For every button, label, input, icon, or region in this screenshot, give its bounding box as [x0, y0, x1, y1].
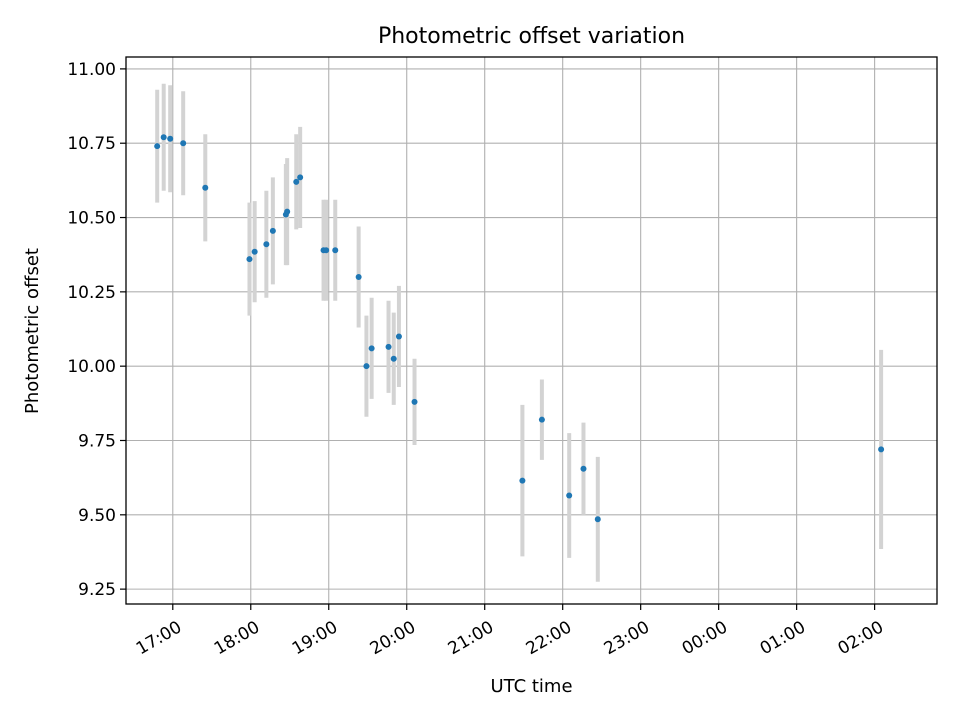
data-point: [355, 273, 362, 280]
data-point: [251, 248, 258, 255]
y-tick-label: 10.00: [67, 357, 116, 377]
y-tick-label: 10.75: [67, 134, 116, 154]
y-tick-label: 9.25: [78, 580, 116, 600]
data-point: [519, 477, 526, 484]
y-tick-label: 10.50: [67, 209, 116, 229]
grid: [126, 57, 937, 604]
data-point: [284, 208, 291, 215]
data-point: [390, 355, 397, 362]
data-point: [263, 241, 270, 248]
data-point: [538, 416, 545, 423]
y-axis-ticks: 9.25 9.50 9.75 10.00 10.25 10.50 10.75 11.00: [67, 60, 126, 600]
x-axis-label: UTC time: [490, 676, 572, 697]
data-point: [246, 256, 253, 263]
data-point: [566, 492, 573, 499]
data-point: [332, 247, 339, 254]
data-point: [580, 465, 587, 472]
data-point: [323, 247, 330, 254]
data-point: [160, 134, 167, 141]
data-point: [878, 446, 885, 453]
y-tick-label: 11.00: [67, 60, 116, 80]
data-point: [297, 174, 304, 181]
data-point: [167, 135, 174, 142]
data-point: [154, 143, 161, 150]
data-points: [154, 134, 885, 523]
y-axis-label: Photometric offset: [22, 248, 43, 414]
y-tick-label: 10.25: [67, 283, 116, 303]
y-tick-label: 9.50: [78, 506, 116, 526]
data-point: [385, 343, 392, 350]
data-point: [269, 227, 276, 234]
data-point: [411, 398, 418, 405]
chart-title: Photometric offset variation: [378, 24, 685, 49]
data-point: [395, 333, 402, 340]
data-point: [202, 184, 209, 191]
data-point: [293, 178, 300, 185]
y-tick-label: 9.75: [78, 431, 116, 451]
data-point: [363, 363, 370, 370]
plot-frame: [125, 56, 938, 605]
data-point: [594, 516, 601, 523]
data-point: [368, 345, 375, 352]
data-point: [180, 140, 187, 147]
